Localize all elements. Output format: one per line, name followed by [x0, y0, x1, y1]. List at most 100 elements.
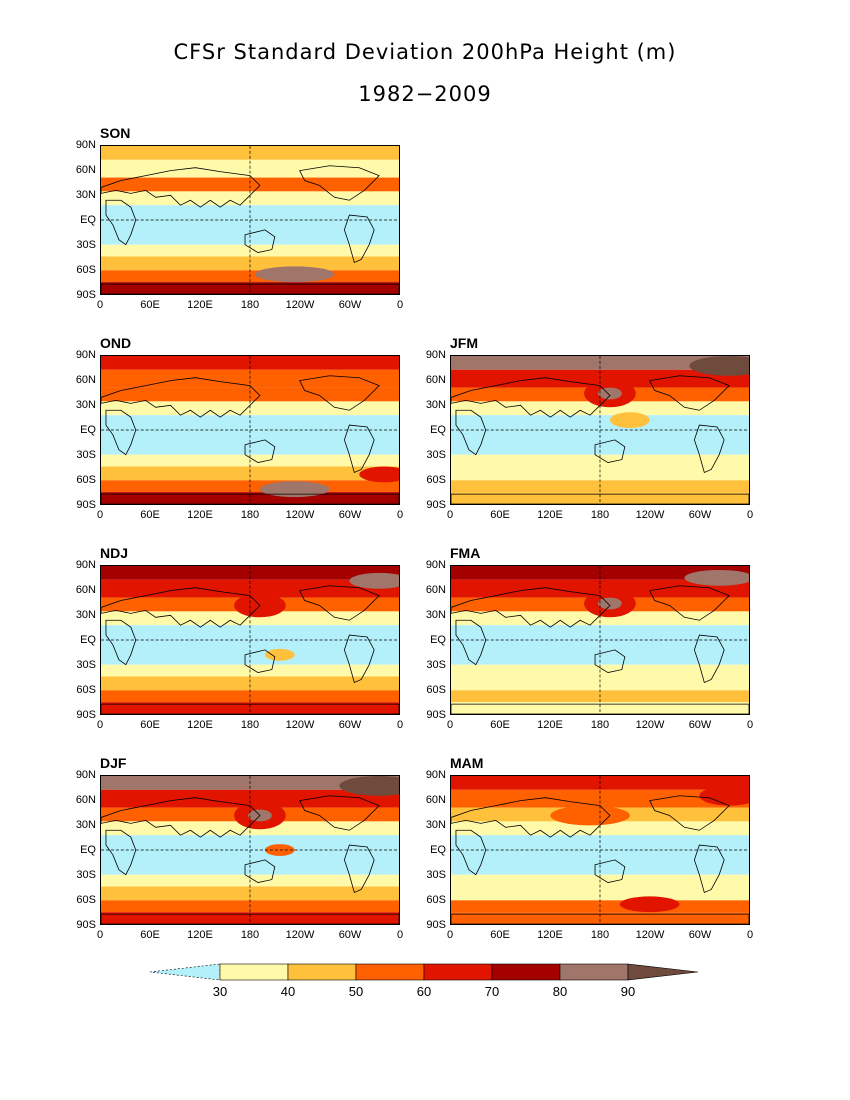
latitude-tick-label: 90S: [76, 919, 96, 931]
shading-band: [451, 912, 749, 924]
latitude-tick-label: 60S: [426, 474, 446, 486]
panel-ond: OND 90N 60N 30N EQ 30S 60S 90S 0 60E 120E 180 120W 60…: [60, 335, 405, 535]
shading-band: [451, 492, 749, 504]
coastline: [101, 703, 399, 714]
longitude-tick-label: 0: [396, 719, 404, 731]
shading-anomaly: [598, 597, 622, 610]
colorbar-swatch: [287, 963, 357, 981]
map-plot: [101, 566, 399, 714]
longitude-tick-label: 120E: [537, 929, 563, 941]
latitude-tick-label: 30N: [75, 399, 96, 411]
shading-anomaly: [359, 466, 399, 483]
longitude-tick-label: 120W: [285, 929, 315, 941]
longitude-tick-label: 120W: [635, 929, 665, 941]
longitude-tick-label: 0: [746, 719, 754, 731]
latitude-tick-label: 90S: [76, 499, 96, 511]
panel-season-label: FMA: [450, 545, 481, 561]
latitude-tick-label: 60S: [76, 474, 96, 486]
latitude-tick-label: 30S: [76, 239, 96, 251]
longitude-tick-label: 60E: [140, 509, 160, 521]
coastline: [451, 797, 611, 838]
latitude-tick-label: 30N: [75, 189, 96, 201]
longitude-tick-label: 60E: [490, 929, 510, 941]
coastline: [101, 377, 261, 418]
colorbar-level-label: 70: [484, 984, 500, 999]
coastline: [343, 424, 375, 473]
longitude-tick-label: 60W: [338, 299, 362, 311]
coastline: [343, 214, 375, 263]
longitude-tick-label: 60W: [338, 719, 362, 731]
latitude-tick-label: 30N: [75, 819, 96, 831]
latitude-tick-label: 60S: [426, 894, 446, 906]
latitude-tick-label: 30S: [76, 869, 96, 881]
shading-anomaly: [264, 648, 295, 661]
map-plot: [451, 776, 749, 924]
colorbar-level-label: 90: [620, 984, 636, 999]
longitude-tick-label: 180: [240, 299, 260, 311]
latitude-tick-label: 60S: [426, 684, 446, 696]
longitude-tick-label: 60W: [338, 929, 362, 941]
latitude-tick-label: 60N: [75, 794, 96, 806]
shading-band: [101, 579, 399, 598]
panel-season-label: JFM: [450, 335, 478, 351]
coastline: [105, 619, 137, 666]
latitude-tick-label: 90S: [76, 289, 96, 301]
latitude-tick-label: EQ: [80, 424, 96, 436]
shading-band: [101, 912, 399, 924]
coastline: [451, 377, 611, 418]
shading-band: [101, 886, 399, 901]
longitude-tick-label: 0: [746, 509, 754, 521]
coastline: [594, 859, 626, 883]
shading-band: [451, 789, 749, 808]
coastline: [455, 829, 487, 876]
shading-band: [101, 789, 399, 808]
coastline: [101, 587, 261, 628]
longitude-tick-label: 60E: [140, 299, 160, 311]
shading-anomaly: [699, 785, 749, 806]
map-frame: [100, 145, 400, 295]
shading-anomaly: [684, 569, 749, 586]
latitude-tick-label: 90N: [75, 559, 96, 571]
figure-subtitle: 1982−2009: [358, 82, 492, 106]
shading-band: [451, 579, 749, 598]
colorbar-max-arrow: [627, 963, 699, 981]
latitude-tick-label: 90N: [425, 559, 446, 571]
shading-band: [101, 466, 399, 481]
longitude-tick-label: 120E: [537, 509, 563, 521]
panel-season-label: NDJ: [100, 545, 129, 561]
latitude-tick-label: 60N: [75, 584, 96, 596]
latitude-tick-label: EQ: [430, 634, 446, 646]
map-plot: [451, 566, 749, 714]
latitude-tick-label: 30N: [75, 609, 96, 621]
coastline: [343, 844, 375, 893]
latitude-tick-label: 30N: [425, 399, 446, 411]
coastline: [105, 829, 137, 876]
panel-season-label: OND: [100, 335, 132, 351]
panel-fma: FMA 90N 60N 30N EQ 30S 60S 90S 0 60E 120E 180 120W 60…: [410, 545, 755, 745]
colorbar-swatch: [355, 963, 425, 981]
shading-band: [101, 387, 399, 402]
coastline: [244, 649, 276, 673]
longitude-tick-label: 120W: [635, 719, 665, 731]
coastline: [594, 439, 626, 463]
longitude-tick-label: 120W: [285, 299, 315, 311]
map-frame: [100, 355, 400, 505]
latitude-tick-label: 30N: [425, 819, 446, 831]
shading-band: [101, 159, 399, 178]
coastline: [451, 493, 749, 504]
panel-season-label: MAM: [450, 755, 484, 771]
coastline: [343, 634, 375, 683]
map-frame: [100, 775, 400, 925]
colorbar-level-label: 30: [212, 984, 228, 999]
colorbar-swatch: [423, 963, 493, 981]
colorbar-min-arrow: [150, 963, 221, 981]
longitude-tick-label: 0: [446, 509, 454, 521]
coastline: [299, 585, 380, 621]
shading-band: [101, 702, 399, 714]
latitude-tick-label: 30N: [425, 609, 446, 621]
longitude-tick-label: 120E: [537, 719, 563, 731]
latitude-tick-label: 30S: [76, 659, 96, 671]
latitude-tick-label: 60S: [76, 264, 96, 276]
shading-band: [451, 886, 749, 901]
map-plot: [101, 146, 399, 294]
